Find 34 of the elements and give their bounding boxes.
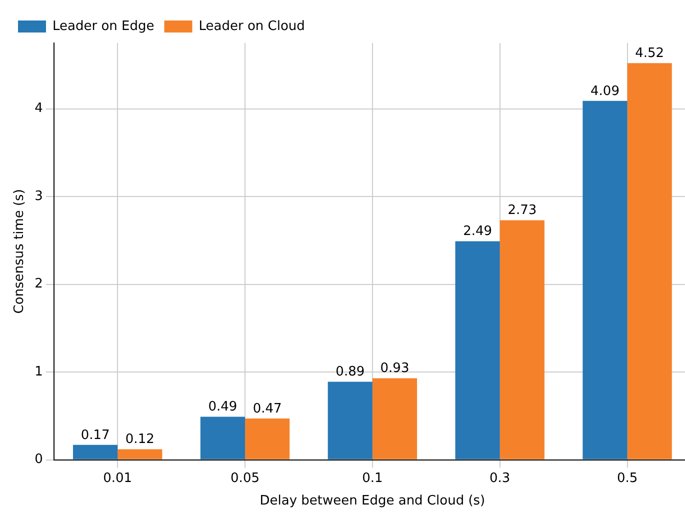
data-label: 0.93 — [380, 361, 410, 376]
data-label: 0.47 — [252, 401, 282, 416]
data-label: 0.17 — [80, 428, 110, 443]
bar — [582, 100, 628, 460]
x-tick-label: 0.5 — [616, 470, 638, 486]
x-axis-title: Delay between Edge and Cloud (s) — [260, 494, 486, 509]
bar — [200, 416, 246, 460]
bar — [500, 220, 544, 460]
y-tick-label: 3 — [34, 188, 43, 204]
y-tick-label: 4 — [34, 101, 43, 116]
bar — [245, 418, 290, 460]
data-label: 2.49 — [463, 224, 492, 240]
y-tick-label: 0 — [34, 452, 43, 468]
legend-label: Leader on Cloud — [198, 18, 305, 34]
x-tick-label: 0.05 — [230, 470, 260, 486]
bar — [328, 382, 372, 460]
y-axis-title: Consensus time (s) — [12, 189, 28, 314]
x-tick-label: 0.3 — [490, 470, 510, 486]
data-label: 2.73 — [508, 203, 537, 218]
data-label: 0.49 — [208, 400, 238, 415]
bar — [455, 241, 500, 460]
y-tick-label: 2 — [34, 276, 43, 292]
x-tick-label: 0.01 — [103, 470, 132, 486]
data-label: 0.12 — [125, 432, 154, 448]
data-label: 4.09 — [590, 84, 620, 99]
bar — [372, 378, 418, 460]
y-tick-label: 1 — [34, 364, 43, 380]
bar — [627, 63, 672, 460]
data-label: 0.89 — [336, 364, 365, 380]
data-label: 4.52 — [635, 46, 664, 62]
legend-label: Leader on Edge — [52, 18, 154, 34]
x-tick-label: 0.1 — [362, 470, 383, 486]
bar — [72, 444, 118, 460]
bar — [118, 449, 162, 460]
